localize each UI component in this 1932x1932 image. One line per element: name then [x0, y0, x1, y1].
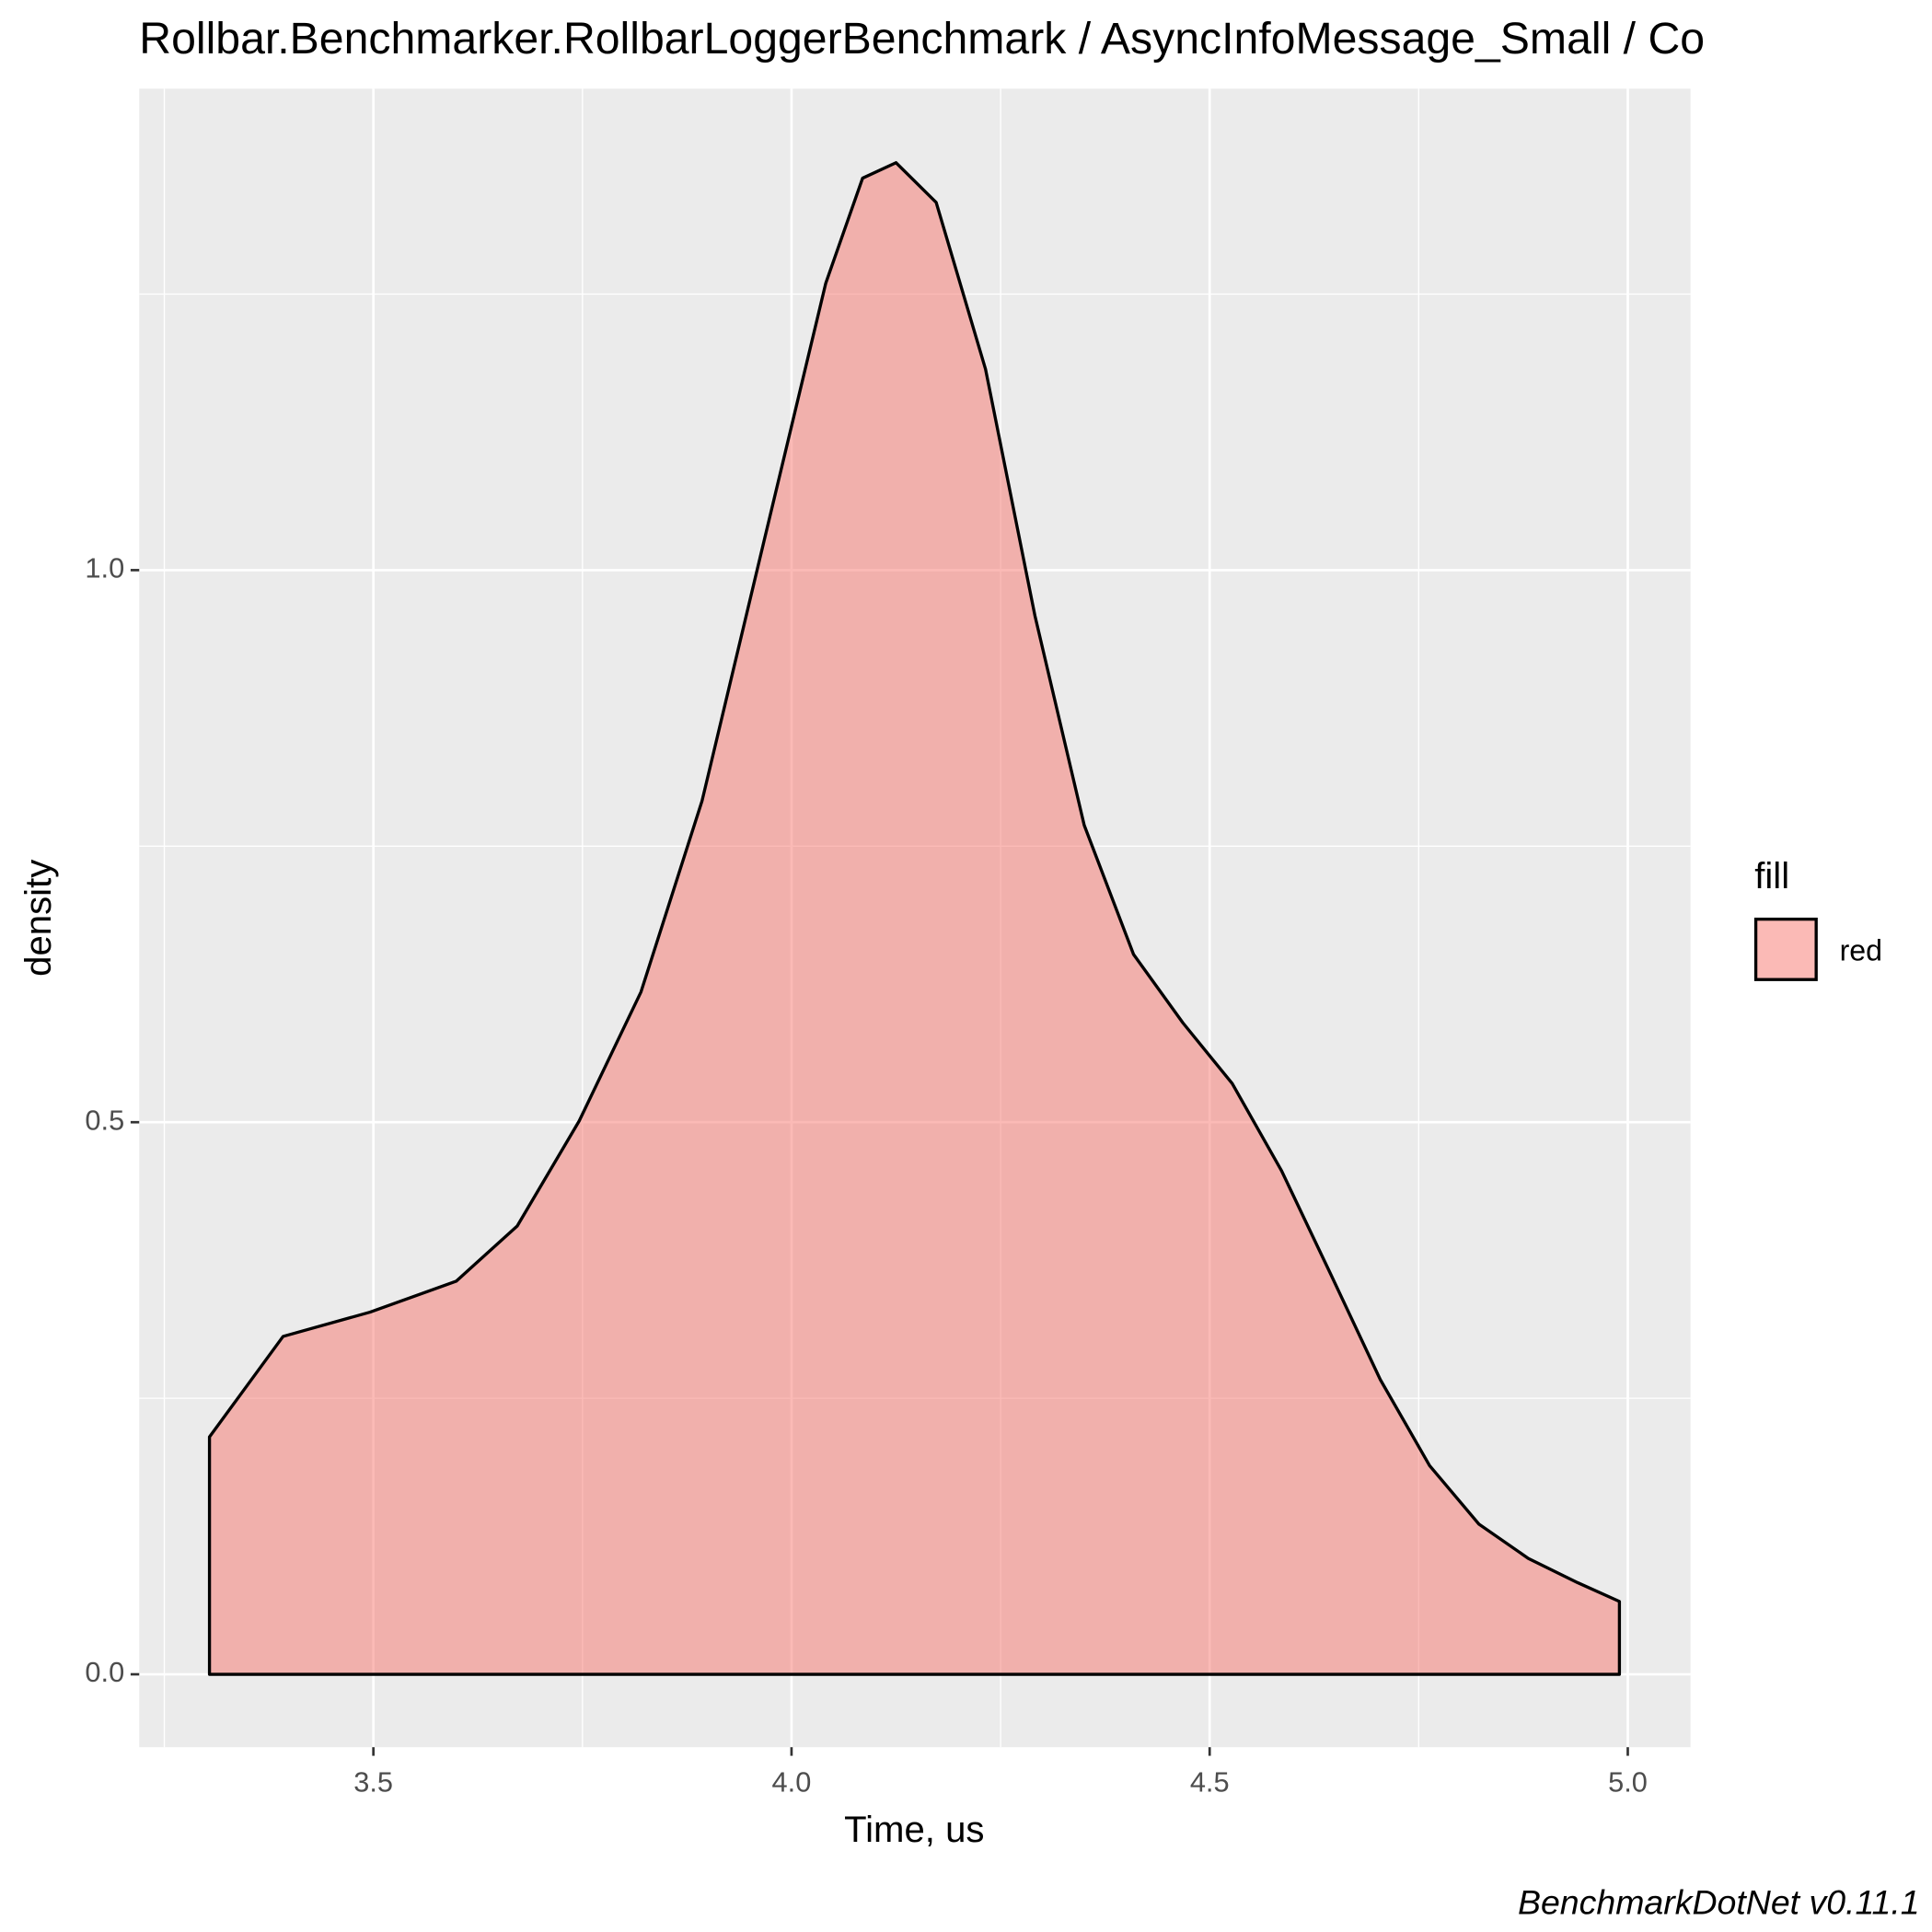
x-axis-title: Time, us [844, 1809, 984, 1850]
y-tick-label: 0.5 [85, 1104, 124, 1136]
density-area [207, 161, 1622, 1676]
x-tick-label: 4.0 [772, 1765, 812, 1798]
legend-title: fill [1754, 855, 1789, 897]
x-tick-label: 4.5 [1190, 1765, 1230, 1798]
y-tick-label: 1.0 [85, 552, 124, 584]
x-tick-label: 3.5 [353, 1765, 393, 1798]
legend-swatch [1753, 917, 1818, 981]
marks [207, 161, 1622, 1676]
caption: BenchmarkDotNet v0.11.1 [1518, 1882, 1920, 1921]
legend-label: red [1840, 933, 1882, 966]
y-axis-title: density [17, 860, 59, 977]
chart-title: Rollbar.Benchmarker.RollbarLoggerBenchma… [139, 14, 1705, 64]
axes: 3.5 4.0 4.5 5.0 0.0 0.5 1.0 [85, 552, 1647, 1799]
y-tick-label: 0.0 [85, 1656, 124, 1688]
x-tick-label: 5.0 [1608, 1765, 1648, 1798]
legend: red [1753, 917, 1882, 981]
